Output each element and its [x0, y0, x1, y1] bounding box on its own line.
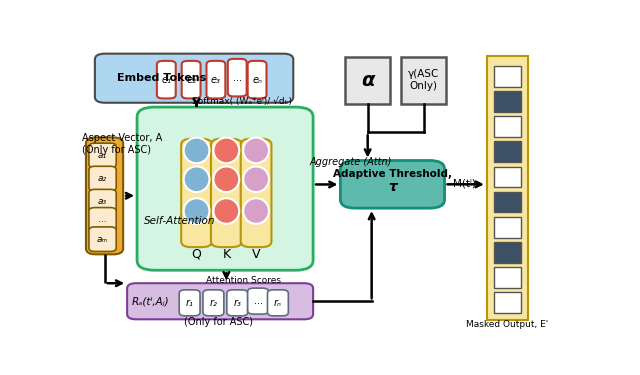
- Bar: [493, 242, 521, 263]
- Text: τ: τ: [388, 180, 397, 194]
- FancyBboxPatch shape: [227, 290, 248, 316]
- Text: e₁: e₁: [161, 75, 172, 85]
- Text: Self-Attention: Self-Attention: [143, 216, 215, 226]
- Text: r₃: r₃: [234, 298, 241, 308]
- Text: Aggregate (Attn): Aggregate (Attn): [310, 157, 392, 167]
- Ellipse shape: [184, 166, 209, 192]
- Ellipse shape: [184, 138, 209, 163]
- Text: ...: ...: [99, 215, 107, 224]
- Text: a₁: a₁: [98, 151, 107, 160]
- Text: rₙ: rₙ: [274, 298, 282, 308]
- FancyBboxPatch shape: [179, 290, 200, 316]
- FancyBboxPatch shape: [137, 107, 313, 270]
- FancyBboxPatch shape: [241, 139, 271, 247]
- FancyBboxPatch shape: [211, 139, 242, 247]
- Ellipse shape: [213, 198, 239, 224]
- Text: Attention Scores: Attention Scores: [207, 276, 282, 285]
- FancyBboxPatch shape: [127, 283, 313, 320]
- FancyBboxPatch shape: [203, 290, 224, 316]
- Text: K: K: [222, 248, 230, 261]
- FancyBboxPatch shape: [340, 160, 445, 208]
- FancyBboxPatch shape: [248, 61, 266, 98]
- Text: r₂: r₂: [209, 298, 218, 308]
- Ellipse shape: [243, 166, 269, 192]
- Text: a₂: a₂: [98, 174, 107, 183]
- Text: Q: Q: [191, 248, 202, 261]
- Bar: [493, 91, 521, 112]
- FancyBboxPatch shape: [181, 139, 212, 247]
- FancyBboxPatch shape: [89, 189, 116, 214]
- Bar: [401, 57, 446, 104]
- Text: Adaptive Threshold,: Adaptive Threshold,: [333, 170, 452, 179]
- Ellipse shape: [243, 138, 269, 163]
- Text: ...: ...: [253, 296, 262, 306]
- Text: aₘ: aₘ: [97, 235, 108, 244]
- Text: Aspect Vector, A
(Only for ASC): Aspect Vector, A (Only for ASC): [83, 133, 163, 154]
- Bar: [346, 57, 390, 104]
- Bar: [493, 66, 521, 87]
- Bar: [493, 192, 521, 213]
- Bar: [493, 116, 521, 137]
- FancyBboxPatch shape: [248, 288, 269, 314]
- FancyBboxPatch shape: [182, 61, 200, 98]
- Ellipse shape: [243, 198, 269, 224]
- FancyBboxPatch shape: [228, 59, 246, 96]
- Text: α: α: [361, 71, 374, 90]
- Bar: [493, 267, 521, 288]
- Text: eₙ: eₙ: [252, 75, 262, 85]
- Bar: [493, 166, 521, 188]
- Text: ...: ...: [233, 73, 242, 82]
- Text: Rₐ(tᴵ,Aⱼ): Rₐ(tᴵ,Aⱼ): [132, 296, 170, 306]
- Text: a₃: a₃: [98, 197, 107, 206]
- Text: γ(ASC
Only): γ(ASC Only): [408, 69, 440, 91]
- Text: M(tᴵ): M(tᴵ): [453, 178, 476, 189]
- Text: Masked Output, E': Masked Output, E': [467, 320, 548, 328]
- FancyBboxPatch shape: [89, 227, 116, 252]
- FancyBboxPatch shape: [207, 61, 225, 98]
- Text: r₁: r₁: [186, 298, 193, 308]
- FancyBboxPatch shape: [157, 61, 176, 98]
- Text: (Only for ASC): (Only for ASC): [184, 317, 253, 327]
- Text: e₂: e₂: [186, 75, 196, 85]
- Bar: [486, 56, 528, 320]
- Ellipse shape: [184, 198, 209, 224]
- Bar: [493, 217, 521, 238]
- FancyBboxPatch shape: [89, 166, 116, 191]
- FancyBboxPatch shape: [89, 208, 116, 232]
- FancyBboxPatch shape: [89, 143, 116, 168]
- Text: e₃: e₃: [211, 75, 221, 85]
- Text: Softmax( (Wₐ*eᴵ)/ √dₖ): Softmax( (Wₐ*eᴵ)/ √dₖ): [191, 97, 292, 106]
- FancyBboxPatch shape: [268, 290, 288, 316]
- Ellipse shape: [213, 166, 239, 192]
- FancyBboxPatch shape: [86, 137, 123, 254]
- Text: V: V: [252, 248, 260, 261]
- Bar: [493, 141, 521, 162]
- Ellipse shape: [213, 138, 239, 163]
- Text: Embed Tokens: Embed Tokens: [117, 73, 207, 83]
- Bar: [493, 292, 521, 313]
- FancyBboxPatch shape: [95, 54, 293, 103]
